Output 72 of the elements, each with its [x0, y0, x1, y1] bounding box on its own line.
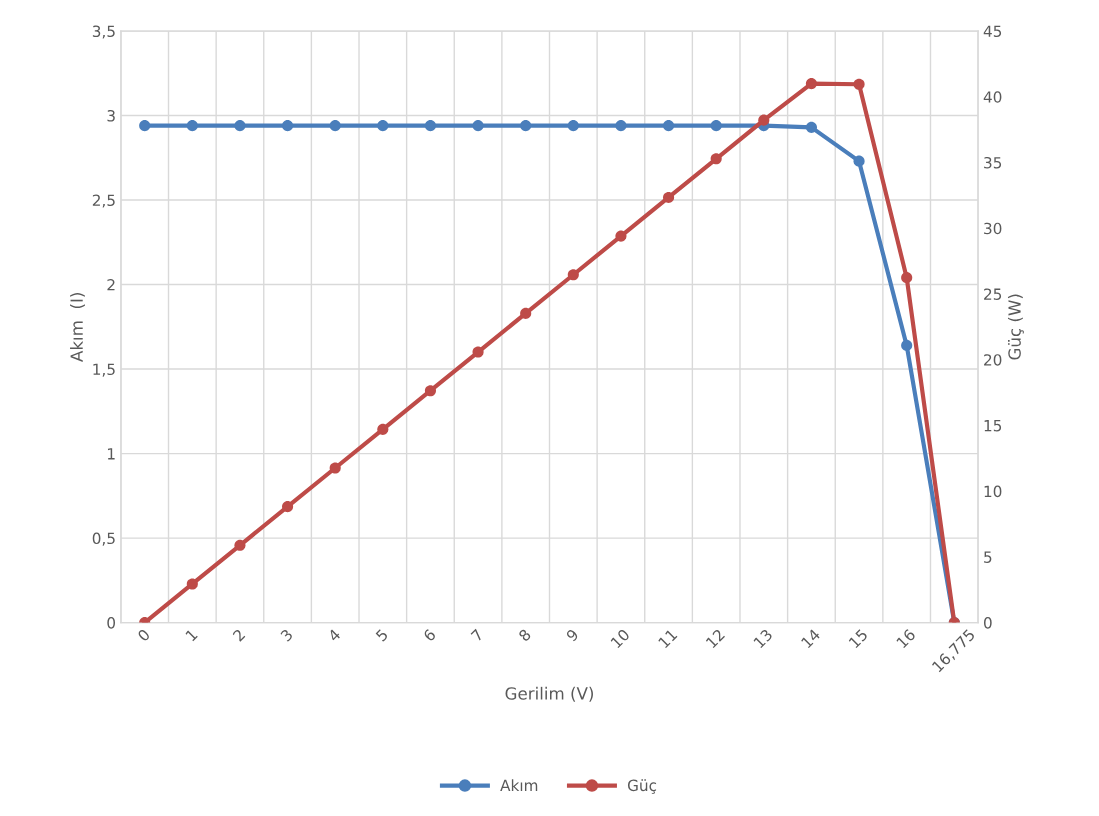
point — [805, 121, 817, 133]
point — [901, 272, 913, 284]
point — [186, 578, 198, 590]
point — [139, 120, 151, 132]
y-tick-label: 1,5 — [93, 363, 115, 377]
y2-tick-label: 25 — [984, 288, 1002, 300]
point — [758, 114, 770, 126]
x-tick-label: 9 — [565, 628, 580, 643]
point — [520, 120, 532, 132]
x-tick-label: 15 — [848, 628, 869, 649]
x-tick-label: 11 — [657, 628, 678, 649]
y2-tick-label: 45 — [983, 25, 1002, 38]
point — [520, 307, 532, 319]
y2-tick-label: 15 — [984, 420, 1002, 432]
point — [853, 155, 865, 167]
y-tick-label: 2,5 — [92, 194, 115, 208]
x-tick-label: 1 — [185, 628, 198, 642]
point — [282, 501, 294, 513]
y2-tick-label: 0 — [983, 617, 992, 629]
y-tick-label: 2 — [107, 279, 115, 291]
y-axis-title: Akım (I) — [70, 293, 85, 362]
y-tick-label: 3 — [107, 109, 115, 122]
point — [282, 120, 294, 132]
y-tick-label: 1 — [107, 448, 115, 460]
y-tick-label: 0,5 — [92, 532, 115, 546]
point — [805, 78, 817, 90]
point — [567, 120, 579, 132]
x-axis-title: Gerilim (V) — [505, 686, 593, 702]
point — [663, 120, 675, 132]
x-tick-label: 16 — [895, 628, 916, 649]
point — [663, 191, 675, 203]
point — [472, 120, 484, 132]
x-tick-label: 12 — [705, 628, 725, 649]
x-tick-label: 0 — [136, 628, 151, 642]
y2-tick-label: 5 — [984, 551, 992, 563]
point — [377, 423, 389, 435]
y2-tick-label: 35 — [984, 156, 1002, 169]
point — [901, 339, 913, 351]
y2-tick-label: 10 — [984, 485, 1002, 498]
x-tick-label: 6 — [422, 628, 437, 642]
x-tick-label: 4 — [327, 628, 342, 643]
point — [615, 230, 627, 242]
point — [424, 120, 436, 132]
x-tick-label: 14 — [800, 628, 821, 649]
x-tick-label: 2 — [232, 628, 246, 642]
point — [567, 269, 579, 281]
x-tick-label: 8 — [517, 628, 532, 642]
point — [853, 78, 865, 90]
x-tick-label: 5 — [375, 628, 389, 642]
point — [329, 120, 341, 132]
point — [329, 462, 341, 474]
point — [377, 120, 389, 132]
point — [710, 120, 722, 132]
point — [186, 120, 198, 132]
point — [472, 346, 484, 358]
legend-label: Akım — [500, 779, 538, 791]
x-tick-label: 7 — [470, 628, 484, 642]
y2-axis-title: Güç (W) — [1007, 294, 1024, 360]
x-tick-label: 13 — [753, 628, 773, 649]
x-tick-label: 10 — [610, 628, 631, 649]
point — [615, 120, 627, 132]
point — [710, 153, 722, 165]
y2-tick-label: 40 — [983, 91, 1002, 103]
y-tick-label: 3,5 — [92, 25, 115, 39]
point — [234, 539, 246, 551]
y2-tick-label: 30 — [984, 222, 1002, 235]
point — [424, 385, 436, 397]
x-tick-label: 3 — [279, 628, 294, 642]
point — [234, 120, 246, 132]
y2-tick-label: 20 — [984, 354, 1002, 366]
y-tick-label: 0 — [107, 617, 116, 629]
legend-label: Güç — [627, 779, 657, 794]
